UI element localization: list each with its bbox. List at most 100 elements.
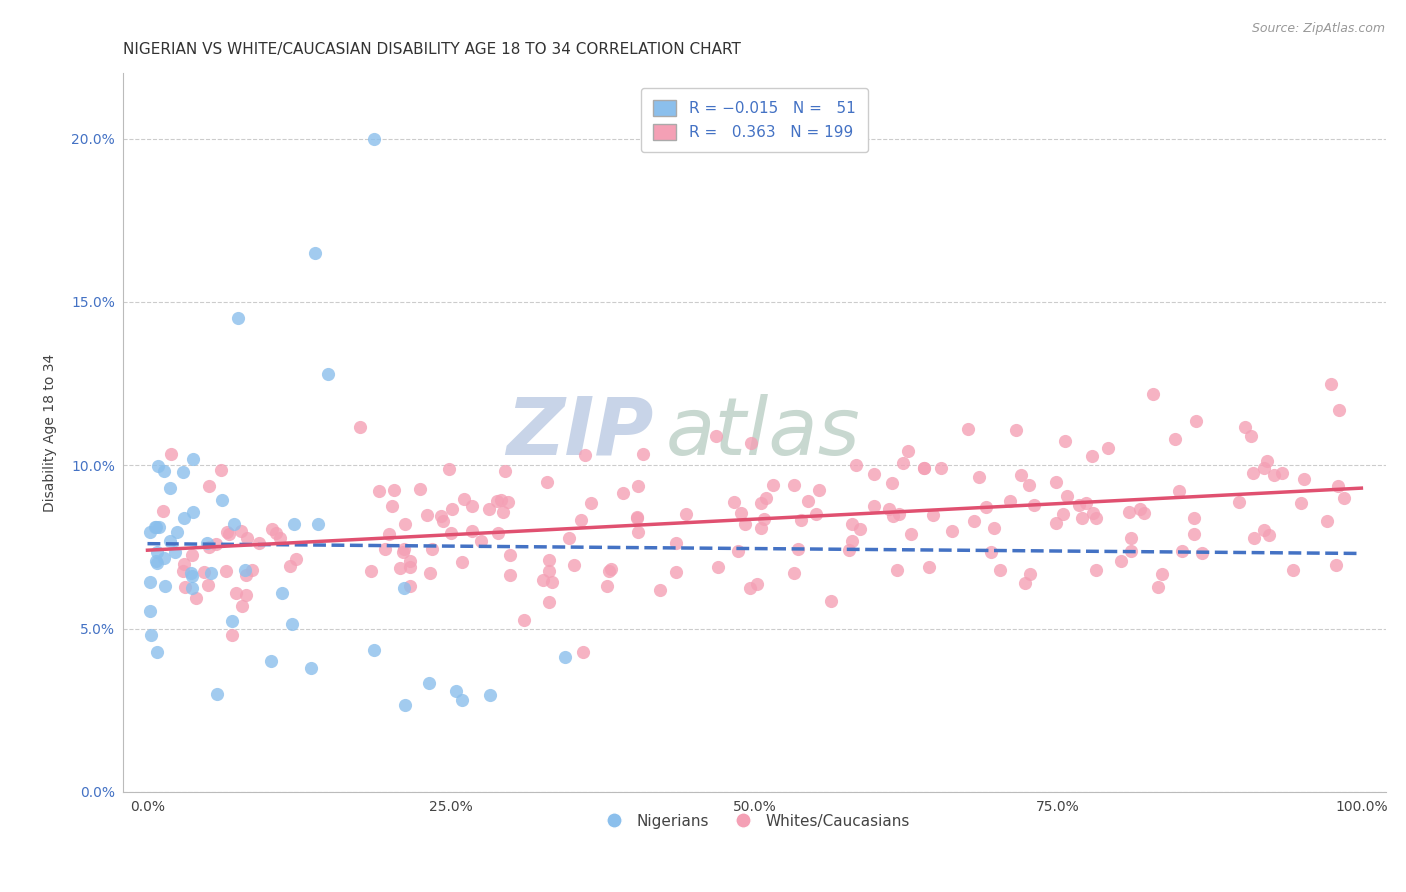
Point bbox=[1168, 483, 1191, 498]
Point bbox=[1263, 468, 1285, 483]
Point bbox=[1054, 434, 1077, 448]
Point bbox=[195, 536, 218, 550]
Point bbox=[740, 435, 762, 450]
Point bbox=[572, 645, 595, 659]
Point bbox=[1018, 477, 1040, 491]
Point bbox=[148, 520, 170, 534]
Y-axis label: Disability Age 18 to 34: Disability Age 18 to 34 bbox=[44, 353, 58, 512]
Point bbox=[180, 582, 202, 596]
Point bbox=[1076, 496, 1098, 510]
Point bbox=[260, 522, 283, 536]
Point bbox=[205, 537, 228, 551]
Legend: Nigerians, Whites/Caucasians: Nigerians, Whites/Caucasians bbox=[592, 807, 917, 835]
Point bbox=[299, 661, 322, 675]
Point bbox=[1069, 498, 1091, 512]
Point bbox=[392, 545, 415, 559]
Point bbox=[215, 564, 238, 578]
Point bbox=[186, 591, 208, 605]
Point bbox=[399, 559, 422, 574]
Point bbox=[562, 558, 585, 572]
Point bbox=[363, 131, 385, 145]
Point bbox=[886, 563, 908, 577]
Point bbox=[1240, 428, 1263, 442]
Point bbox=[541, 574, 564, 589]
Point bbox=[419, 566, 441, 580]
Point bbox=[877, 501, 900, 516]
Point bbox=[727, 544, 749, 558]
Point bbox=[163, 544, 186, 558]
Point bbox=[200, 566, 222, 581]
Point bbox=[205, 687, 228, 701]
Point bbox=[929, 460, 952, 475]
Point bbox=[1253, 523, 1275, 537]
Point bbox=[453, 491, 475, 506]
Point bbox=[217, 524, 239, 539]
Point bbox=[796, 494, 818, 508]
Point bbox=[430, 509, 453, 524]
Point bbox=[374, 542, 396, 557]
Point bbox=[233, 563, 256, 577]
Point bbox=[209, 462, 232, 476]
Point bbox=[231, 524, 253, 538]
Point bbox=[537, 552, 560, 566]
Point bbox=[600, 562, 623, 576]
Point bbox=[1052, 508, 1074, 522]
Point bbox=[730, 507, 752, 521]
Point bbox=[790, 513, 813, 527]
Point bbox=[1229, 495, 1251, 509]
Point bbox=[612, 486, 634, 500]
Text: ZIP: ZIP bbox=[506, 393, 654, 472]
Point bbox=[633, 447, 655, 461]
Point bbox=[912, 461, 935, 475]
Point bbox=[596, 579, 619, 593]
Point bbox=[470, 533, 492, 548]
Point bbox=[394, 581, 416, 595]
Point bbox=[891, 457, 914, 471]
Point bbox=[665, 536, 688, 550]
Point bbox=[197, 578, 219, 592]
Point bbox=[444, 684, 467, 698]
Point bbox=[626, 510, 648, 524]
Point bbox=[537, 564, 560, 578]
Point bbox=[762, 477, 785, 491]
Point bbox=[554, 650, 576, 665]
Point bbox=[394, 698, 416, 713]
Point bbox=[1182, 510, 1205, 524]
Point bbox=[745, 576, 768, 591]
Point bbox=[1097, 441, 1119, 455]
Point bbox=[247, 536, 270, 550]
Point bbox=[152, 504, 174, 518]
Point bbox=[1243, 531, 1265, 545]
Point bbox=[1109, 554, 1132, 568]
Point bbox=[363, 642, 385, 657]
Point bbox=[922, 508, 945, 522]
Point bbox=[285, 551, 308, 566]
Point bbox=[1119, 544, 1142, 558]
Point bbox=[381, 499, 404, 513]
Point bbox=[221, 628, 243, 642]
Point bbox=[665, 566, 688, 580]
Point bbox=[1233, 420, 1256, 434]
Point bbox=[181, 505, 204, 519]
Point bbox=[494, 464, 516, 478]
Point bbox=[531, 574, 554, 588]
Point bbox=[479, 689, 502, 703]
Point bbox=[439, 462, 461, 476]
Point bbox=[271, 585, 294, 599]
Point bbox=[198, 540, 221, 554]
Point bbox=[1324, 558, 1347, 573]
Point bbox=[537, 595, 560, 609]
Point bbox=[1291, 496, 1313, 510]
Point bbox=[963, 514, 986, 528]
Point bbox=[980, 545, 1002, 559]
Point bbox=[283, 516, 305, 531]
Text: NIGERIAN VS WHITE/CAUCASIAN DISABILITY AGE 18 TO 34 CORRELATION CHART: NIGERIAN VS WHITE/CAUCASIAN DISABILITY A… bbox=[124, 42, 741, 57]
Point bbox=[862, 467, 884, 482]
Point bbox=[235, 568, 257, 582]
Point bbox=[838, 542, 860, 557]
Point bbox=[304, 246, 326, 260]
Point bbox=[499, 548, 522, 562]
Point bbox=[1271, 466, 1294, 480]
Point bbox=[1327, 479, 1350, 493]
Point bbox=[1081, 506, 1104, 520]
